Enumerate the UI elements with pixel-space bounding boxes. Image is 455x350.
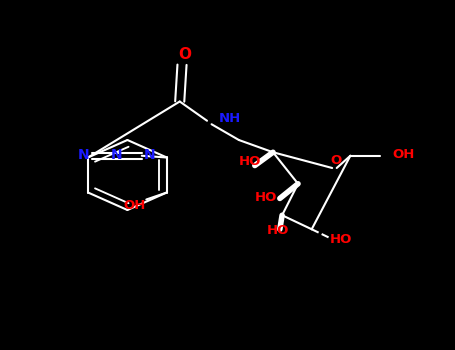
Text: OH: OH	[124, 199, 146, 212]
Text: O: O	[178, 47, 191, 62]
Text: NH: NH	[218, 112, 241, 126]
Text: O: O	[330, 154, 341, 167]
Text: HO: HO	[239, 154, 262, 168]
Text: OH: OH	[393, 148, 415, 161]
Text: HO: HO	[255, 191, 278, 204]
Text: HO: HO	[330, 233, 352, 246]
Text: N: N	[78, 148, 89, 162]
Text: N: N	[144, 148, 156, 162]
Text: N: N	[111, 148, 122, 162]
Text: HO: HO	[266, 224, 289, 238]
